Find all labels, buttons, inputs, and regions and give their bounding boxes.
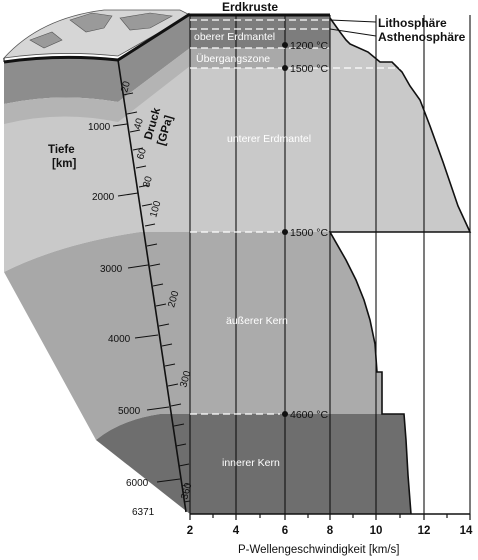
wedge-inner-core bbox=[96, 414, 190, 514]
label-outer-core: äußerer Kern bbox=[226, 315, 288, 327]
earth-wedge bbox=[2, 9, 191, 514]
x-tick-2: 2 bbox=[187, 525, 193, 537]
temp-label-1200: 1200 °C bbox=[290, 40, 328, 52]
velocity-graph bbox=[189, 13, 472, 520]
temp-label-1500-lower: 1500 °C bbox=[290, 227, 328, 239]
pressure-tick-200: 200 bbox=[166, 289, 181, 308]
temp-dot-4600 bbox=[282, 411, 288, 417]
x-tick-10: 10 bbox=[370, 525, 383, 537]
pressure-tick-100: 100 bbox=[148, 199, 163, 218]
depth-tick-3000: 3000 bbox=[100, 264, 123, 275]
depth-title-line1: Tiefe bbox=[48, 144, 75, 156]
label-asthenosphere: Asthenosphäre bbox=[378, 30, 466, 44]
x-tick-12: 12 bbox=[418, 525, 431, 537]
label-lower-mantle: unterer Erdmantel bbox=[227, 133, 311, 145]
text-labels: Erdkruste Lithosphäre Asthenosphäre ober… bbox=[48, 0, 473, 556]
grid-lines bbox=[189, 15, 471, 514]
temp-dot-1200 bbox=[282, 42, 288, 48]
region-inner-core bbox=[190, 414, 411, 514]
pressure-tick-40: 40 bbox=[132, 117, 146, 131]
temp-dot-1500-upper bbox=[282, 65, 288, 71]
depth-tick-4000: 4000 bbox=[108, 334, 131, 345]
x-tick-8: 8 bbox=[327, 525, 334, 537]
label-upper-mantle: oberer Erdmantel bbox=[194, 31, 275, 43]
wedge-outer-core bbox=[4, 232, 190, 440]
depth-title-line2: [km] bbox=[52, 158, 76, 170]
callout-lines bbox=[329, 19, 377, 37]
depth-minor-ticks bbox=[122, 92, 191, 503]
region-outer-core bbox=[190, 232, 382, 414]
pressure-tick-360: 360 bbox=[179, 481, 194, 500]
depth-tick-5000: 5000 bbox=[118, 406, 141, 417]
pressure-tick-20: 20 bbox=[119, 80, 133, 94]
depth-major-ticks bbox=[112, 123, 181, 483]
wedge-transition-band bbox=[4, 48, 190, 124]
label-inner-core: innerer Kern bbox=[222, 457, 280, 469]
label-crust: Erdkruste bbox=[222, 0, 278, 14]
depth-tick-labels: 1000 2000 3000 4000 5000 6000 6371 bbox=[88, 122, 155, 518]
temp-dot-1500-lower bbox=[282, 229, 288, 235]
x-tick-labels: 2 4 6 8 10 12 14 bbox=[187, 525, 473, 537]
x-tick-4: 4 bbox=[233, 525, 240, 537]
depth-tick-1000: 1000 bbox=[88, 122, 111, 133]
x-tick-6: 6 bbox=[282, 525, 288, 537]
x-tick-14: 14 bbox=[460, 525, 473, 537]
temp-label-4600: 4600 °C bbox=[290, 409, 328, 421]
label-lithosphere: Lithosphäre bbox=[378, 16, 447, 30]
pressure-tick-300: 300 bbox=[178, 369, 193, 388]
wedge-crust-line bbox=[3, 12, 191, 64]
depth-tick-6371: 6371 bbox=[132, 507, 155, 518]
temp-label-1500-upper: 1500 °C bbox=[290, 63, 328, 75]
depth-axis bbox=[117, 59, 187, 513]
depth-tick-2000: 2000 bbox=[92, 192, 115, 203]
continent-shapes bbox=[29, 12, 173, 49]
boundary-dashes bbox=[190, 19, 400, 415]
depth-tick-6000: 6000 bbox=[126, 478, 149, 489]
x-axis-title: P-Wellengeschwindigkeit [km/s] bbox=[238, 544, 400, 556]
pressure-tick-labels: 20 40 60 80 100 200 300 360 bbox=[119, 80, 194, 501]
label-transition-zone: Übergangszone bbox=[196, 53, 270, 65]
pressure-tick-80: 80 bbox=[141, 175, 155, 189]
temperature-dots bbox=[282, 42, 288, 417]
region-transition-zone bbox=[190, 48, 330, 68]
x-axis-tick-marks bbox=[189, 514, 471, 520]
pressure-tick-60: 60 bbox=[135, 147, 149, 161]
